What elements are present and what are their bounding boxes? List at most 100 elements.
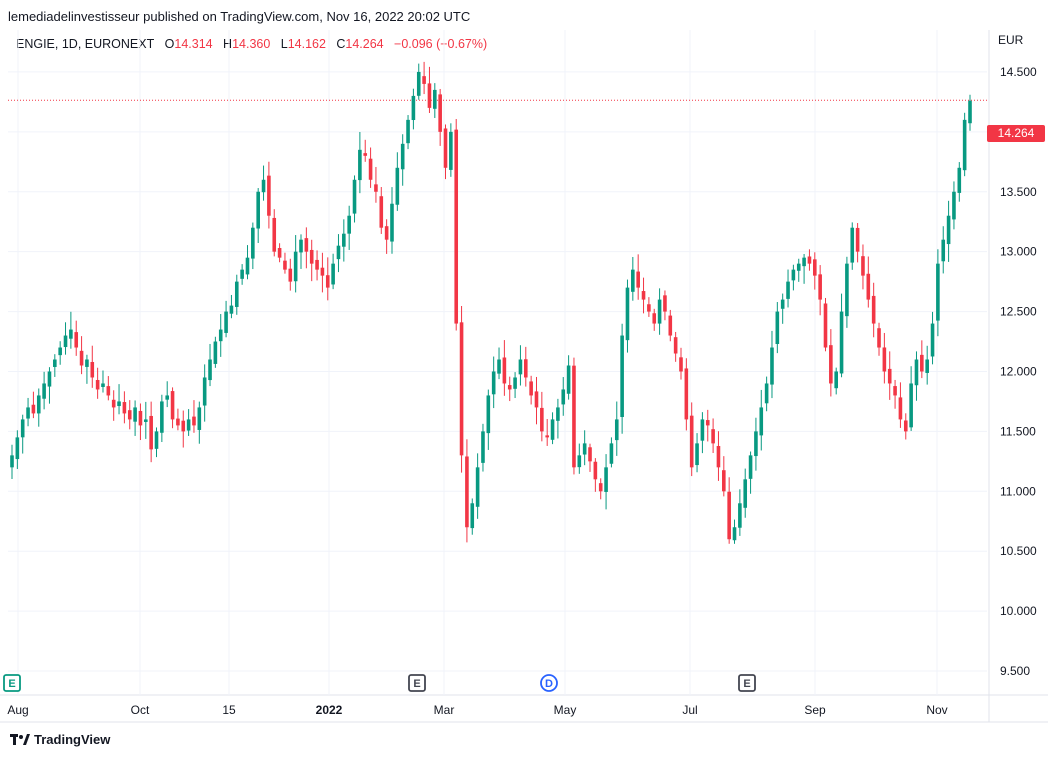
- candle: [293, 235, 298, 293]
- candle: [673, 331, 678, 362]
- candle: [609, 437, 614, 468]
- candle-body: [920, 354, 924, 372]
- candle: [920, 340, 924, 379]
- candle-body: [903, 420, 908, 432]
- time-axis[interactable]: Aug Oct 15 2022 Mar May Jul Sep Nov: [7, 703, 947, 717]
- symbol-label[interactable]: ENGIE, 1D, EURONEXT: [16, 37, 155, 51]
- candle: [882, 332, 887, 384]
- candle: [850, 222, 855, 270]
- candle: [909, 366, 913, 431]
- candle: [887, 351, 892, 400]
- event-label: D: [545, 678, 553, 690]
- candle-body: [400, 143, 405, 170]
- candle-body: [143, 419, 148, 422]
- candle: [812, 252, 817, 290]
- candle-body: [572, 365, 576, 468]
- candle: [272, 209, 277, 257]
- candle-body: [352, 179, 357, 214]
- price-axis[interactable]: 9.500 10.000 10.500 11.000 11.500 12.000 12.50…: [1000, 65, 1037, 678]
- candle-body: [288, 268, 293, 282]
- candle-body: [593, 461, 598, 480]
- candle: [545, 418, 549, 446]
- candle: [540, 391, 544, 442]
- candle-body: [561, 389, 566, 405]
- candle-body: [545, 435, 549, 438]
- event-label: E: [743, 678, 750, 690]
- candle-body: [208, 359, 212, 381]
- candle-body: [770, 347, 774, 385]
- candle: [743, 468, 748, 518]
- candle-body: [732, 527, 737, 541]
- candle-body: [95, 380, 100, 390]
- candle: [117, 384, 121, 415]
- candle: [855, 223, 860, 263]
- candle-body: [705, 420, 710, 426]
- candle-body: [229, 305, 234, 314]
- candle: [550, 412, 555, 445]
- event-marker: E: [3, 674, 21, 692]
- candle: [459, 305, 464, 473]
- candle: [245, 245, 250, 280]
- candle: [320, 252, 325, 293]
- candle: [925, 345, 929, 385]
- candle-body: [20, 419, 25, 438]
- candle: [138, 403, 143, 441]
- candle-body: [53, 359, 57, 367]
- currency-label[interactable]: EUR: [998, 33, 1024, 47]
- candle-body: [176, 418, 180, 426]
- candle-body: [727, 491, 731, 540]
- candle-body: [689, 415, 694, 468]
- candle-body: [609, 443, 614, 464]
- candle-body: [566, 365, 571, 394]
- candle-body: [791, 269, 796, 281]
- candle-body: [133, 407, 137, 422]
- candle-body: [812, 259, 817, 276]
- candle-body: [898, 397, 903, 420]
- candle: [620, 323, 624, 434]
- candle: [614, 401, 619, 456]
- candle-body: [240, 269, 244, 279]
- candle: [122, 391, 127, 424]
- candle-body: [866, 273, 871, 300]
- candle-body: [58, 347, 62, 356]
- candle: [491, 356, 496, 409]
- candle-body: [320, 267, 325, 276]
- y-tick-label: 11.500: [1000, 424, 1036, 438]
- candle: [85, 354, 89, 384]
- candle-body: [518, 359, 523, 375]
- candle-body: [422, 76, 426, 84]
- open-value: 14.314: [174, 37, 213, 51]
- candle: [711, 418, 715, 454]
- candle: [384, 219, 389, 254]
- tradingview-brand[interactable]: TradingView: [10, 732, 110, 747]
- candle-body: [26, 407, 30, 419]
- candle: [224, 300, 228, 338]
- candle: [208, 343, 212, 387]
- candle: [213, 336, 218, 368]
- change-value: −0.096 (−0.67%): [394, 37, 488, 51]
- high-label: H: [223, 37, 233, 51]
- candle-body: [202, 377, 207, 406]
- candle: [234, 274, 239, 315]
- candle: [577, 443, 582, 474]
- candle-body: [74, 332, 79, 348]
- candle: [775, 302, 780, 354]
- candle-body: [427, 83, 432, 108]
- candle-body: [534, 391, 539, 408]
- candle: [716, 431, 721, 481]
- candle-body: [245, 257, 250, 275]
- candle-body: [438, 94, 442, 132]
- candle: [556, 398, 560, 439]
- candle: [877, 322, 881, 356]
- candle: [416, 63, 421, 100]
- candle-body: [283, 260, 287, 270]
- candle: [63, 322, 68, 355]
- candle: [631, 256, 635, 301]
- candle-body: [111, 399, 116, 408]
- candle: [523, 346, 528, 387]
- candle: [903, 413, 908, 440]
- candle: [780, 293, 785, 324]
- candle-body: [154, 431, 159, 449]
